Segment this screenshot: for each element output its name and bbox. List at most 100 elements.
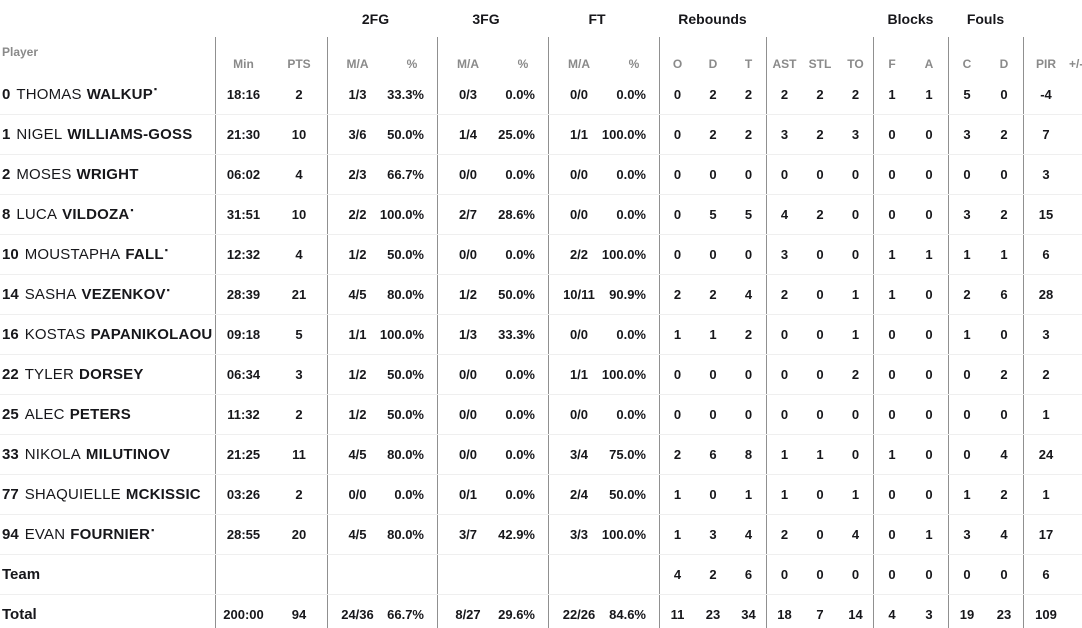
fg3-pct-cell: 50.0% [498, 287, 535, 302]
pir-cell: 17 [1023, 515, 1068, 554]
ast-cell: 0 [766, 355, 802, 394]
fg2-pct-cell: 100.0% [379, 327, 424, 342]
fg3-ma-cell [437, 555, 498, 594]
foul-d-col-header: D [999, 57, 1009, 71]
blk-f-cell: 0 [873, 475, 910, 514]
fg2-pct-cell: 50.0% [387, 127, 424, 142]
stl-cell: 0 [816, 327, 824, 342]
stl-cell: 0 [816, 567, 824, 582]
player-cell: 33 NIKOLA MILUTINOV [0, 435, 215, 474]
plus-minus-col-header: +/- [1069, 57, 1082, 71]
player-cell: 2 MOSES WRIGHT [0, 155, 215, 194]
player-first-name: MOSES [16, 166, 72, 183]
pir-cell: 2 [1023, 355, 1068, 394]
fg2-pct-cell: 50.0% [387, 407, 424, 422]
reb-o-cell: 0 [659, 115, 695, 154]
foul-c-cell: 0 [948, 555, 985, 594]
to-cell: 0 [851, 207, 860, 222]
player-row: 33 NIKOLA MILUTINOV 21:25 11 4/5 80.0% 0/0 0.0% 3… [0, 434, 1082, 474]
fg2-ma-col-header: M/A [327, 37, 387, 74]
reb-o-cell: 0 [659, 395, 695, 434]
ft-pct-cell: 0.0% [616, 167, 646, 182]
plus-minus-cell [1068, 475, 1082, 514]
player-row: 16 KOSTAS PAPANIKOLAOU 09:18 5 1/1 100.0% 1/3 33… [0, 314, 1082, 354]
foul-c-cell: 2 [948, 275, 985, 314]
ft-pct-cell: 100.0% [601, 127, 646, 142]
ft-ma-cell: 2/2 [548, 235, 609, 274]
pir-cell: 3 [1023, 155, 1068, 194]
jersey-number: 1 [2, 126, 11, 143]
starter-marker-icon: ▪ [130, 204, 134, 215]
to-cell: 1 [851, 327, 860, 342]
player-row: 8 LUCA VILDOZA ▪ 31:51 10 2/2 100.0% 2/7 28.6% 0/0… [0, 194, 1082, 234]
ft-pct-col-header: % [628, 57, 640, 71]
ft-pct-cell: 0.0% [616, 86, 646, 102]
foul-d-cell: 0 [1000, 567, 1008, 582]
fg2-ma-cell: 1/2 [327, 395, 387, 434]
to-cell: 0 [851, 567, 860, 582]
player-cell: 22 TYLER DORSEY [0, 355, 215, 394]
starter-marker-icon: ▪ [153, 84, 158, 94]
ft-pct-cell: 100.0% [601, 527, 646, 542]
player-first-name: LUCA [16, 206, 58, 223]
ft-ma-cell: 10/11 [548, 275, 609, 314]
foul-c-cell: 3 [948, 195, 985, 234]
fg2-pct-cell: 50.0% [387, 247, 424, 262]
ast-cell: 3 [766, 115, 802, 154]
pts-cell: 21 [291, 287, 307, 302]
reb-d-col-header: D [708, 57, 718, 71]
reb-t-cell: 4 [744, 527, 753, 542]
stl-cell: 0 [816, 527, 824, 542]
reb-t-cell: 0 [744, 367, 753, 382]
reb-d-cell: 0 [709, 367, 717, 382]
stl-cell: 2 [816, 127, 824, 142]
ast-cell: 0 [766, 155, 802, 194]
fg2-pct-cell: 0.0% [394, 487, 424, 502]
foul-c-cell: 1 [948, 315, 985, 354]
to-cell: 1 [851, 487, 860, 502]
ft-pct-cell: 90.9% [609, 287, 646, 302]
fg2-pct-cell: 80.0% [387, 447, 424, 462]
stl-cell: 2 [816, 207, 824, 222]
foul-c-col-header: C [948, 37, 985, 74]
player-row: 22 TYLER DORSEY 06:34 3 1/2 50.0% 0/0 0.0% 1/1 100… [0, 354, 1082, 394]
blk-f-cell: 0 [873, 555, 910, 594]
blk-a-cell: 0 [925, 407, 933, 422]
blk-f-cell: 0 [873, 355, 910, 394]
to-cell: 0 [851, 247, 860, 262]
jersey-number: 33 [2, 446, 19, 463]
fg3-pct-cell: 0.0% [505, 86, 535, 102]
pts-cell: 4 [295, 167, 303, 182]
player-last-name: PETERS [69, 406, 131, 423]
reb-d-cell: 2 [709, 287, 717, 302]
player-last-name: WALKUP [86, 85, 153, 103]
to-cell: 2 [851, 86, 860, 102]
pir-cell: 3 [1023, 315, 1068, 354]
fouls-group-header: Fouls [966, 10, 1005, 27]
min-cell: 06:34 [215, 355, 271, 394]
fg2-ma-cell: 1/2 [327, 235, 387, 274]
fg2-ma-cell: 4/5 [327, 515, 387, 554]
reb-d-cell: 2 [709, 86, 717, 102]
plus-minus-cell [1068, 355, 1082, 394]
reb-t-cell: 4 [744, 287, 753, 302]
group-header-spacer-ast->to [766, 0, 873, 37]
blk-f-cell: 1 [873, 74, 910, 114]
ft-ma-cell: 22/26 [548, 595, 609, 628]
ft-pct-cell: 84.6% [609, 607, 646, 622]
player-last-name: WILLIAMS-GOSS [67, 126, 193, 143]
blk-a-cell: 0 [925, 207, 933, 222]
player-row: 25 ALEC PETERS 11:32 2 1/2 50.0% 0/0 0.0% 0/0 0.0%… [0, 394, 1082, 434]
stl-cell: 0 [816, 367, 824, 382]
player-cell: 1 NIGEL WILLIAMS-GOSS [0, 115, 215, 154]
reb-o-cell: 1 [659, 315, 695, 354]
min-cell: 18:16 [215, 74, 271, 114]
fg2-pct-cell [387, 555, 437, 594]
starter-marker-icon: ▪ [164, 244, 168, 255]
pts-cell [271, 555, 327, 594]
blk-f-cell: 0 [873, 115, 910, 154]
ft-pct-cell: 100.0% [601, 367, 646, 382]
fg3-ma-cell: 0/0 [437, 355, 498, 394]
pts-cell: 2 [295, 487, 303, 502]
player-row: 14 SASHA VEZENKOV ▪ 28:39 21 4/5 80.0% 1/2 50.0% 1… [0, 274, 1082, 314]
